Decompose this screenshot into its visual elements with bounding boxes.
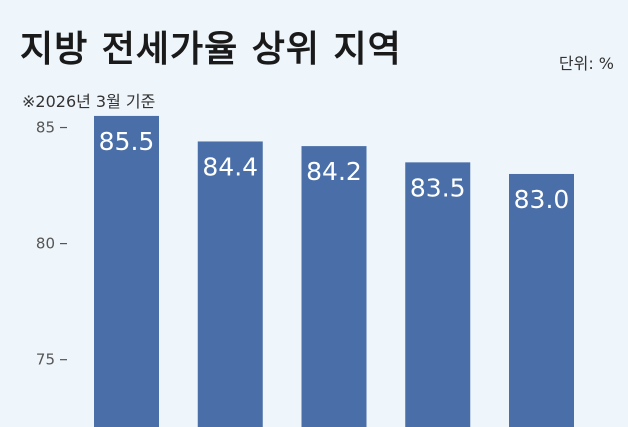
y-tick-label: 75 (36, 351, 55, 369)
bar-value-label: 84.4 (202, 152, 258, 181)
bar-value-label: 84.2 (306, 157, 362, 186)
y-tick-label: 85 (36, 119, 55, 137)
bar-value-label: 85.5 (99, 127, 155, 156)
bar-value-labels: 85.5 84.4 84.2 83.5 83.0 (99, 127, 570, 214)
y-axis: 75 80 85 (36, 119, 67, 369)
bar (94, 115, 159, 427)
y-tick-label: 80 (36, 235, 55, 253)
bar (405, 162, 471, 427)
bar (301, 146, 367, 427)
bar (509, 173, 574, 427)
chart-subtitle: ※2026년 3월 기준 (22, 92, 156, 111)
bar-value-label: 83.0 (514, 185, 570, 214)
bar (197, 141, 263, 427)
chart-title: 지방 전세가율 상위 지역 (20, 29, 402, 70)
bar-value-label: 83.5 (410, 173, 466, 202)
bars (94, 115, 574, 427)
unit-label: 단위: % (558, 54, 614, 73)
